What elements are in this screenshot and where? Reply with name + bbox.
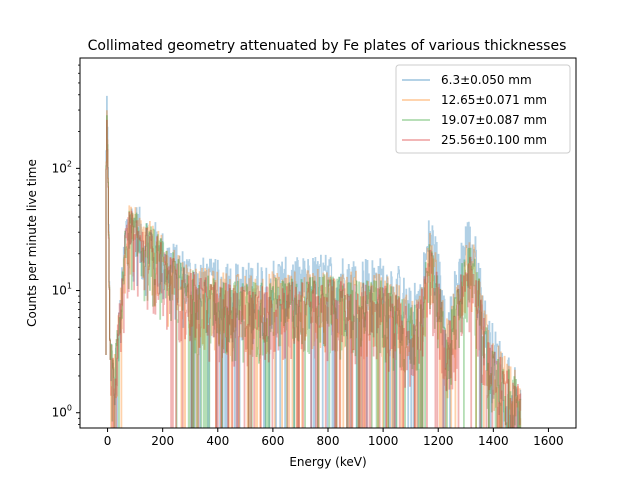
x-tick-label: 1000 [368, 434, 399, 448]
x-tick-label: 1200 [423, 434, 454, 448]
x-tick-label: 400 [206, 434, 229, 448]
series-line-1 [105, 95, 522, 428]
legend: 6.3±0.050 mm 12.65±0.071 mm 19.07±0.087 mm… [395, 64, 571, 154]
series-line-3 [105, 115, 522, 428]
legend-label-1: 6.3±0.050 mm [441, 73, 532, 87]
x-tick-label: 800 [317, 434, 340, 448]
y-tick-label: 102 [52, 159, 72, 175]
y-axis: 100 101 102 [52, 64, 80, 425]
legend-label-3: 19.07±0.087 mm [441, 113, 547, 127]
x-tick-label: 200 [151, 434, 174, 448]
y-tick-label: 100 [52, 404, 72, 420]
chart-title: Collimated geometry attenuated by Fe pla… [88, 38, 567, 54]
x-tick-label: 0 [104, 434, 112, 448]
y-axis-label: Counts per minute live time [25, 159, 39, 327]
x-tick-label: 600 [261, 434, 284, 448]
x-tick-label: 1600 [533, 434, 564, 448]
x-tick-label: 1400 [478, 434, 509, 448]
y-tick-label: 101 [52, 282, 72, 298]
legend-label-2: 12.65±0.071 mm [441, 93, 547, 107]
legend-box [395, 64, 571, 154]
series-layer [105, 95, 522, 428]
x-axis: 0 200 400 600 800 1000 1200 1400 1600 [104, 428, 564, 448]
legend-label-4: 25.56±0.100 mm [441, 133, 547, 147]
x-axis-label: Energy (keV) [289, 455, 366, 469]
series-line-2 [105, 110, 522, 428]
series-line-4 [105, 119, 522, 428]
